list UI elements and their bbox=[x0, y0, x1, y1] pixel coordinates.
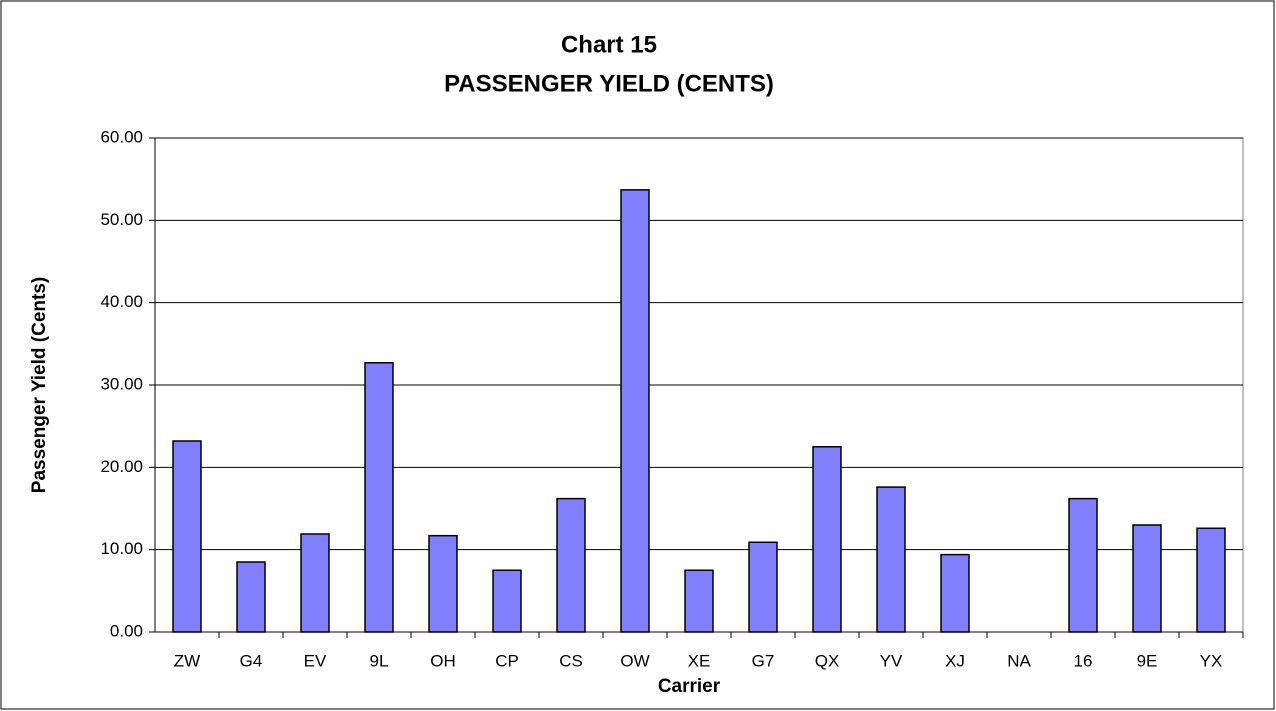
y-tick-label: 10.00 bbox=[100, 539, 143, 558]
bar bbox=[172, 440, 202, 633]
y-axis-title: Passenger Yield (Cents) bbox=[29, 277, 50, 493]
bar bbox=[236, 561, 266, 633]
bar bbox=[620, 189, 650, 633]
x-axis-title: Carrier bbox=[658, 676, 721, 697]
x-tick-label: QX bbox=[815, 651, 840, 670]
bar bbox=[940, 553, 970, 633]
x-tick-label: 9E bbox=[1137, 651, 1158, 670]
bar bbox=[556, 497, 586, 633]
x-tick-label: G7 bbox=[752, 651, 775, 670]
bar bbox=[812, 446, 842, 633]
bar bbox=[492, 569, 522, 633]
x-tick-label: OW bbox=[620, 651, 649, 670]
bar bbox=[876, 486, 906, 633]
bar bbox=[1132, 524, 1162, 633]
x-tick-label: 9L bbox=[370, 651, 389, 670]
x-tick-label: XJ bbox=[945, 651, 965, 670]
x-tick-label: G4 bbox=[240, 651, 263, 670]
y-tick-label: 60.00 bbox=[100, 127, 143, 146]
bar bbox=[428, 534, 458, 633]
bar bbox=[684, 569, 714, 633]
y-tick-label: 20.00 bbox=[100, 457, 143, 476]
y-tick-label: 0.00 bbox=[110, 621, 143, 640]
x-tick-label: YX bbox=[1200, 651, 1223, 670]
x-tick-label: CP bbox=[495, 651, 519, 670]
y-tick-label: 30.00 bbox=[100, 374, 143, 393]
y-tick-label: 50.00 bbox=[100, 210, 143, 229]
bar bbox=[748, 541, 778, 633]
x-tick-label: OH bbox=[430, 651, 456, 670]
x-tick-label: ZW bbox=[174, 651, 200, 670]
x-tick-label: XE bbox=[688, 651, 711, 670]
x-tick-label: 16 bbox=[1074, 651, 1093, 670]
x-tick-label: YV bbox=[880, 651, 903, 670]
x-tick-label: CS bbox=[559, 651, 583, 670]
x-tick-label: EV bbox=[304, 651, 327, 670]
y-tick-label: 40.00 bbox=[100, 292, 143, 311]
x-tick-label: NA bbox=[1007, 651, 1031, 670]
chart-subtitle: PASSENGER YIELD (CENTS) bbox=[444, 70, 774, 97]
bar bbox=[300, 533, 330, 633]
bar bbox=[1196, 527, 1226, 633]
chart-title: Chart 15 bbox=[561, 31, 657, 58]
bar bbox=[364, 362, 394, 633]
bar bbox=[1068, 497, 1098, 633]
